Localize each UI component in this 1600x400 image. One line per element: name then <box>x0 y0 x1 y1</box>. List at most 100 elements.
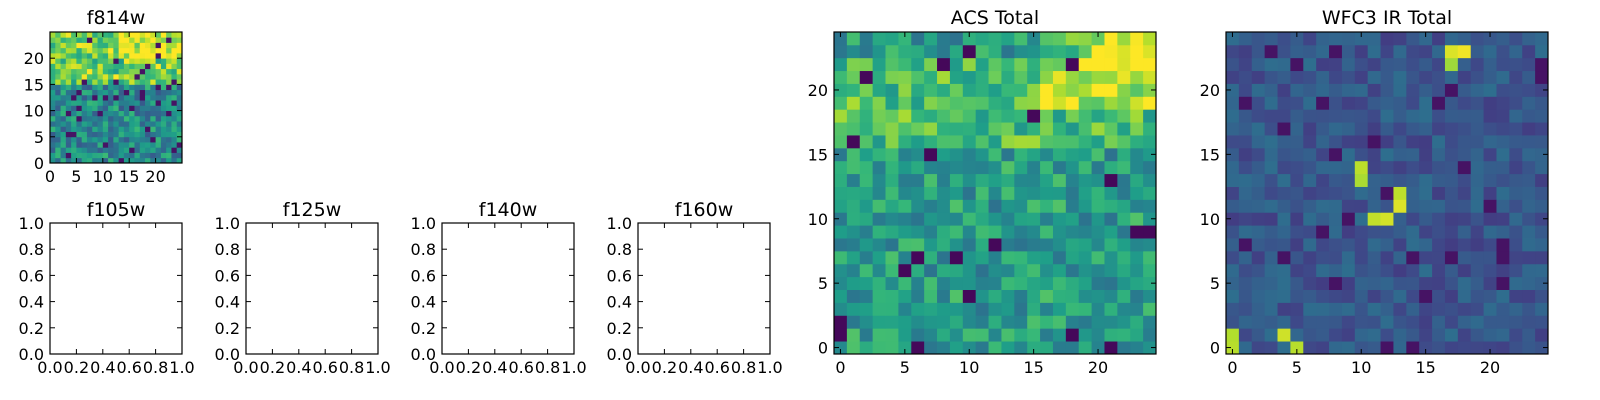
heatmap-cell <box>1316 238 1330 252</box>
heatmap-cell <box>1522 238 1536 252</box>
heatmap-cell <box>171 79 178 85</box>
heatmap-cell <box>155 131 162 138</box>
heatmap-cell <box>859 315 874 329</box>
y-tick-label: 1.0 <box>19 214 44 233</box>
heatmap-cell <box>1316 96 1330 110</box>
heatmap-cell <box>1341 57 1356 72</box>
y-tick-label: 10 <box>24 102 44 121</box>
heatmap-cell <box>1509 160 1523 175</box>
heatmap-cell <box>1367 186 1381 200</box>
heatmap-cell <box>1065 186 1080 200</box>
heatmap-cell <box>150 131 156 138</box>
heatmap-cell <box>975 173 989 187</box>
x-tick-label: 0.2 <box>64 358 89 377</box>
heatmap-cell <box>160 110 167 117</box>
heatmap-cell <box>1535 147 1549 162</box>
heatmap-cell <box>60 47 67 54</box>
heatmap-cell <box>1014 238 1028 252</box>
heatmap-cell <box>1143 135 1157 149</box>
heatmap-cell <box>1078 160 1092 175</box>
heatmap-cell <box>1014 83 1028 97</box>
heatmap-cell <box>911 315 925 329</box>
heatmap-cell <box>1277 199 1291 213</box>
heatmap-cell <box>86 32 93 38</box>
heatmap-cell <box>166 100 172 106</box>
heatmap-cell <box>1052 135 1067 149</box>
x-tick-label: 0 <box>1227 358 1237 377</box>
heatmap-cell <box>113 142 120 148</box>
heatmap-cell <box>859 83 874 97</box>
heatmap-cell <box>1277 173 1291 187</box>
y-tick-label: 0.6 <box>19 266 44 285</box>
heatmap-cell <box>1014 70 1028 84</box>
heatmap-cell <box>71 89 77 96</box>
heatmap-cell <box>1406 147 1420 162</box>
heatmap-cell <box>113 42 120 49</box>
heatmap-cell <box>1143 57 1157 72</box>
heatmap-cell <box>1091 328 1105 342</box>
x-tick-label: 0.8 <box>143 358 168 377</box>
heatmap-cell <box>86 63 93 70</box>
heatmap-cell <box>1290 135 1304 149</box>
heatmap-cell <box>92 110 98 117</box>
heatmap-cell <box>134 121 141 127</box>
heatmap-cell <box>71 73 77 80</box>
heatmap-cell <box>911 289 925 303</box>
x-tick-label: 15 <box>119 167 139 186</box>
heatmap-cell <box>1014 302 1028 316</box>
heatmap-cell <box>1226 83 1240 97</box>
heatmap-cell <box>1535 57 1549 72</box>
heatmap-cell <box>1303 109 1317 123</box>
heatmap-cell <box>1130 341 1144 355</box>
heatmap-cell <box>1444 44 1459 59</box>
heatmap-cell <box>949 109 964 123</box>
heatmap-cell <box>1238 147 1253 162</box>
heatmap-cell <box>145 152 151 159</box>
heatmap-cell <box>150 142 156 148</box>
heatmap-cell <box>1130 276 1144 290</box>
heatmap-cell <box>134 63 141 70</box>
heatmap-cell <box>1001 122 1015 136</box>
heatmap-cell <box>86 136 93 143</box>
heatmap-cell <box>924 57 938 72</box>
heatmap-cell <box>1316 263 1330 278</box>
y-tick-label: 0 <box>1210 339 1220 358</box>
heatmap-cell <box>113 79 120 85</box>
heatmap-cell <box>937 70 951 84</box>
heatmap-cell <box>1535 341 1549 355</box>
heatmap-cell <box>81 110 88 117</box>
heatmap-cell <box>97 126 104 132</box>
heatmap-cell <box>1367 212 1381 226</box>
heatmap-cell <box>1393 44 1407 59</box>
heatmap-cell <box>1406 250 1420 265</box>
x-tick-label: 0.4 <box>678 358 703 377</box>
heatmap-cell <box>102 79 109 85</box>
heatmap-cell <box>123 100 130 106</box>
heatmap-cell <box>50 37 56 43</box>
heatmap-cell <box>1040 238 1054 252</box>
heatmap-cell <box>1303 263 1317 278</box>
heatmap-cell <box>975 250 989 265</box>
heatmap-cell <box>1380 328 1394 342</box>
heatmap-cell <box>1432 302 1446 316</box>
heatmap-cell <box>1117 315 1131 329</box>
y-tick-label: 15 <box>1200 145 1220 164</box>
heatmap-cell <box>171 105 178 111</box>
heatmap-cell <box>1290 289 1304 303</box>
heatmap-cell <box>92 47 98 54</box>
heatmap-cell <box>1303 173 1317 187</box>
heatmap-cell <box>1496 225 1510 239</box>
heatmap-cell <box>1341 302 1356 316</box>
heatmap-cell <box>1014 199 1028 213</box>
heatmap-cell <box>898 70 912 84</box>
heatmap-cell <box>1264 70 1278 84</box>
heatmap-cell <box>1290 276 1304 290</box>
heatmap-cell <box>1354 276 1369 290</box>
heatmap-cell <box>911 341 925 355</box>
heatmap-cell <box>139 126 146 132</box>
heatmap-cell <box>1264 238 1278 252</box>
heatmap-cell <box>171 121 178 127</box>
heatmap-cell <box>988 199 1002 213</box>
heatmap-cell <box>962 32 977 46</box>
heatmap-cell <box>71 68 77 75</box>
